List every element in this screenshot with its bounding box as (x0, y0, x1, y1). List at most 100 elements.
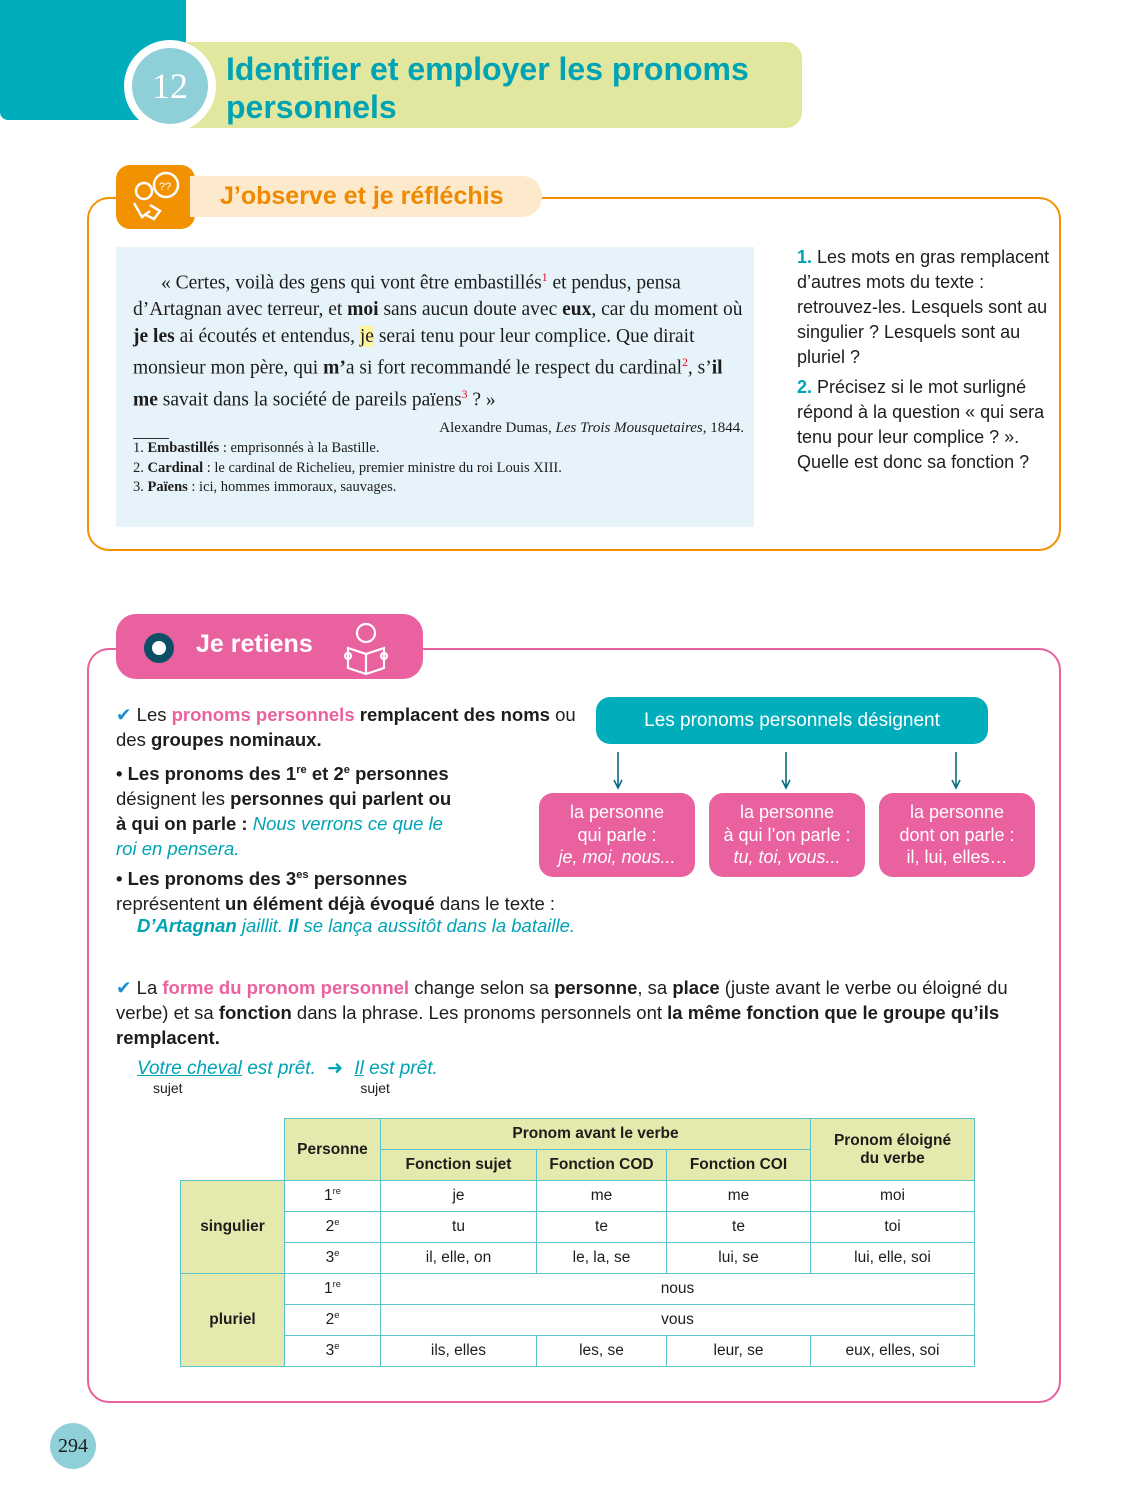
pronoun-cell: lui, se (666, 1242, 811, 1274)
observe-label: J’observe et je réfléchis (190, 176, 542, 217)
excerpt-quote: « Certes, voilà des gens qui vont être e… (133, 265, 744, 414)
pronoun-cell: te (536, 1211, 667, 1243)
text-run: Les mots en gras remplacent d’autres mot… (797, 247, 1050, 367)
text-run: un élément déjà évoqué (225, 893, 435, 915)
text-run: « Certes, voilà des gens qui vont être e… (161, 272, 542, 294)
text-run: • Les pronoms des 3 (116, 868, 297, 890)
text-run: 2 (682, 356, 688, 369)
text-run: change selon sa (409, 977, 555, 998)
rule-3-example: D’Artagnan jaillit. Il se lança aussitôt… (137, 913, 637, 938)
excerpt-source: Alexandre Dumas, Les Trois Mousquetaires… (133, 418, 744, 438)
flow-box-examples: il, lui, elles… (906, 847, 1008, 867)
pronoun-cell: lui, elle, soi (810, 1242, 975, 1274)
header-avant: Pronom avant le verbe (380, 1118, 811, 1150)
text-run: fonction (218, 1002, 292, 1023)
pronoun-cell: leur, se (666, 1335, 811, 1367)
merged-cell: nous (380, 1273, 975, 1305)
example-sentence: Votre cheval sujet est prêt. ➜ Il sujet es… (137, 1057, 438, 1096)
person-cell: 3e (284, 1335, 381, 1367)
text-run: , car du moment où (591, 299, 743, 320)
example-subject: Votre cheval (137, 1058, 242, 1079)
text-run: dans la phrase. Les pronoms personnels o… (291, 1002, 668, 1023)
text-run: Les (131, 704, 172, 725)
text-run: personne (554, 977, 638, 998)
group-singulier: singulier (180, 1180, 285, 1274)
text-run: , 1844. (702, 420, 744, 436)
arrow-down-icon (613, 752, 623, 790)
pronoun-cell: il, elle, on (380, 1242, 537, 1274)
reading-person-icon (343, 622, 389, 676)
rule-1: ✔ Les pronoms personnels remplacent des … (116, 702, 596, 752)
text-run: : emprisonnés à la Bastille. (219, 440, 380, 456)
text-run: es (296, 869, 309, 881)
table-row: 3e il, elle, on le, la, se lui, se lui, elle… (181, 1242, 975, 1274)
table-row: 2e vous (181, 1304, 975, 1336)
text-run: Païens (147, 479, 188, 495)
text-run: groupes nominaux. (150, 729, 322, 750)
svg-text:??: ?? (159, 181, 171, 193)
retiens-header: Je retiens (116, 614, 423, 679)
pronoun-cell: moi (810, 1180, 975, 1212)
group-pluriel: pluriel (180, 1273, 285, 1367)
person-cell: 2e (284, 1211, 381, 1243)
table-row: pluriel 1re nous (180, 1273, 975, 1367)
text-run: : (236, 813, 253, 835)
text-run: moi (347, 299, 379, 320)
text-run: 2. (797, 377, 813, 397)
text-run: m’ (323, 357, 346, 379)
person-cell: 2e (284, 1304, 381, 1336)
text-run: jaillit. (236, 915, 289, 936)
text-run: Embastillés (147, 440, 220, 456)
questions: 1. Les mots en gras remplacent d’autres … (797, 245, 1052, 475)
pronoun-cell: toi (810, 1211, 975, 1243)
text-run: ✔ (116, 977, 132, 998)
text-run: 3. (133, 479, 148, 495)
rule-2: • Les pronoms des 1re et 2e personnes dé… (116, 758, 456, 861)
pronoun-cell: je (380, 1180, 537, 1212)
table-row: singulier 1re je me me moi (180, 1180, 975, 1274)
text-run: ✔ (116, 704, 132, 725)
text-run: Précisez si le mot surligné répond à la … (797, 377, 1045, 472)
text-run: a si fort recommandé le respect du cardi… (345, 357, 683, 379)
flow-box-listener: la personne à qui l’on parle : tu, toi, vo… (709, 793, 865, 877)
text-run: e (343, 764, 350, 776)
flow-box-speaker: la personne qui parle : je, moi, nous... (539, 793, 695, 877)
header-cod: Fonction COD (536, 1149, 667, 1181)
text-run: ou des (116, 704, 576, 750)
thinking-person-icon: ?? (116, 165, 195, 229)
rule-3: • Les pronoms des 3es personnes représen… (116, 863, 596, 916)
text-run: désignent les (116, 788, 231, 810)
text-run: ? » (467, 389, 496, 411)
text-run: Les Trois Mousquetaires (555, 420, 703, 436)
question-1: 1. Les mots en gras remplacent d’autres … (797, 245, 1052, 370)
excerpt-box: « Certes, voilà des gens qui vont être e… (116, 247, 754, 527)
arrow-down-icon (951, 752, 961, 790)
pronoun-cell: ils, elles (380, 1335, 537, 1367)
flow-box-line: la personne (739, 802, 835, 822)
rule-4: ✔ La forme du pronom personnel change se… (116, 975, 1026, 1050)
example-rest: est prêt. (241, 1058, 316, 1079)
flow-box-line: qui parle : (577, 824, 657, 845)
pronoun-cell: tu (380, 1211, 537, 1243)
footnote: 3. Païens : ici, hommes immoraux, sauvag… (133, 478, 744, 498)
example-rest: est prêt. (363, 1058, 438, 1079)
person-cell: 3e (284, 1242, 381, 1274)
pronoun-cell: me (536, 1180, 667, 1212)
bullet-icon (144, 633, 174, 663)
text-run: Il (288, 915, 299, 936)
text-run: • Les pronoms des 1 (116, 763, 297, 785)
text-run: D’Artagnan (137, 915, 237, 936)
retiens-section (87, 648, 1061, 1403)
flow-box-line: dont on parle : (899, 824, 1015, 845)
text-run: se lança aussitôt dans la bataille. (298, 915, 576, 936)
chapter-number-badge: 12 (124, 40, 216, 132)
question-2: 2. Précisez si le mot surligné répond à … (797, 375, 1052, 475)
table-row: 3e ils, elles les, se leur, se eux, elles, s… (181, 1335, 975, 1367)
title-banner (185, 42, 802, 128)
text-run: la même fonction que le groupe qu’ils re… (116, 1002, 1000, 1048)
text-run: je les (133, 325, 175, 347)
page-number: 294 (50, 1423, 96, 1469)
person-cell: 1re (284, 1273, 381, 1305)
text-run: Alexandre Dumas, (439, 420, 556, 436)
pronoun-table: Personne Pronom avant le verbe Pronom éloi… (180, 1118, 975, 1367)
